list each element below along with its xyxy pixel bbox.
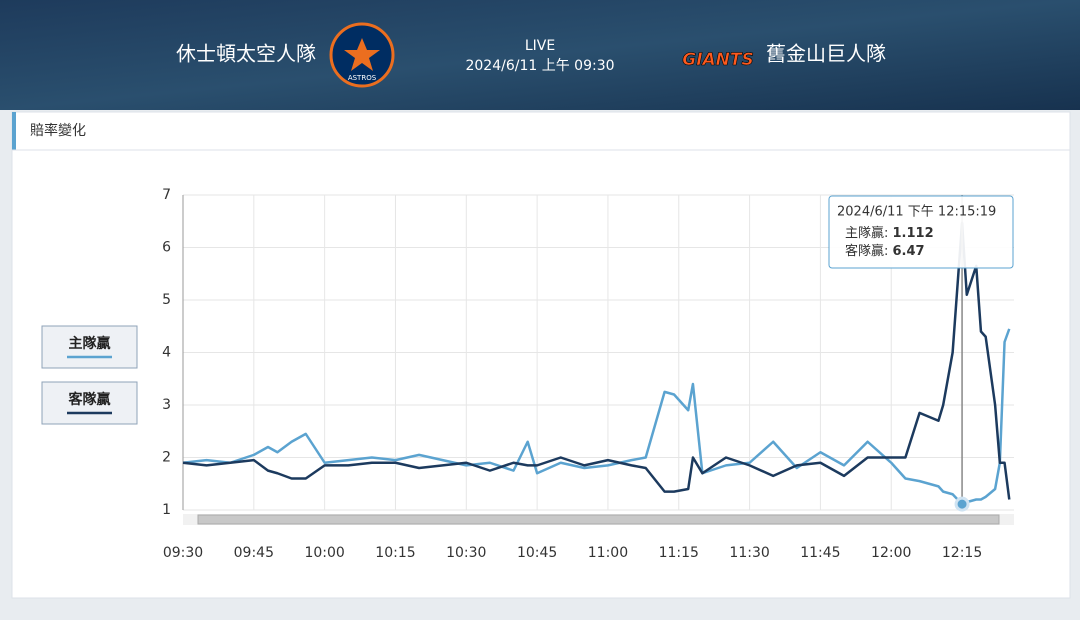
x-tick-label: 11:45 (800, 545, 840, 561)
x-tick-label: 09:45 (234, 545, 274, 561)
tooltip-label: 主隊贏: (845, 225, 893, 241)
x-tick-label: 11:15 (659, 545, 699, 561)
y-tick-label: 3 (162, 397, 171, 413)
hover-point (954, 496, 970, 512)
x-tick-label: 10:45 (517, 545, 557, 561)
tooltip-value: 6.47 (893, 244, 925, 259)
status: LIVE (525, 38, 555, 54)
legend-button[interactable] (41, 325, 138, 369)
x-tick-label: 10:30 (446, 545, 486, 561)
y-tick-label: 5 (162, 292, 171, 308)
home-logo-text: ASTROS (348, 74, 377, 82)
header-bg (0, 0, 1080, 110)
legend-button[interactable] (41, 381, 138, 425)
x-tick-label: 11:30 (729, 545, 769, 561)
panel-title: 賠率變化 (30, 122, 86, 139)
legend-item[interactable]: 客隊贏 (41, 381, 138, 425)
tooltip-row: 客隊贏: 6.47 (845, 243, 925, 259)
match-datetime: 2024/6/11 上午 09:30 (465, 58, 614, 74)
x-tick-label: 10:15 (375, 545, 415, 561)
scrollbar-thumb[interactable] (197, 514, 1000, 525)
away-logo: GIANTS (682, 50, 754, 70)
y-tick-label: 2 (162, 450, 171, 466)
x-tick-label: 11:00 (588, 545, 628, 561)
tooltip-value: 1.112 (893, 226, 934, 241)
x-tick-label: 10:00 (304, 545, 344, 561)
home-team: 休士頓太空人隊 (176, 42, 316, 66)
y-tick-label: 1 (162, 502, 171, 518)
x-tick-label: 09:30 (163, 545, 203, 561)
legend-item[interactable]: 主隊贏 (41, 325, 138, 369)
tooltip-time: 2024/6/11 下午 12:15:19 (837, 205, 996, 220)
legend-label[interactable]: 客隊贏 (68, 391, 111, 408)
away-team: 舊金山巨人隊 (766, 42, 886, 66)
y-tick-label: 6 (162, 240, 171, 256)
x-tick-label: 12:15 (942, 545, 982, 561)
y-tick-label: 7 (162, 187, 171, 203)
panel-accent (12, 112, 16, 150)
tooltip-row: 主隊贏: 1.112 (845, 225, 934, 241)
tooltip-box (828, 195, 1014, 269)
home-logo-star (344, 38, 380, 71)
legend-label[interactable]: 主隊贏 (69, 335, 111, 352)
x-tick-label: 12:00 (871, 545, 911, 561)
y-tick-label: 4 (162, 345, 171, 361)
tooltip-label: 客隊贏: (845, 243, 893, 259)
